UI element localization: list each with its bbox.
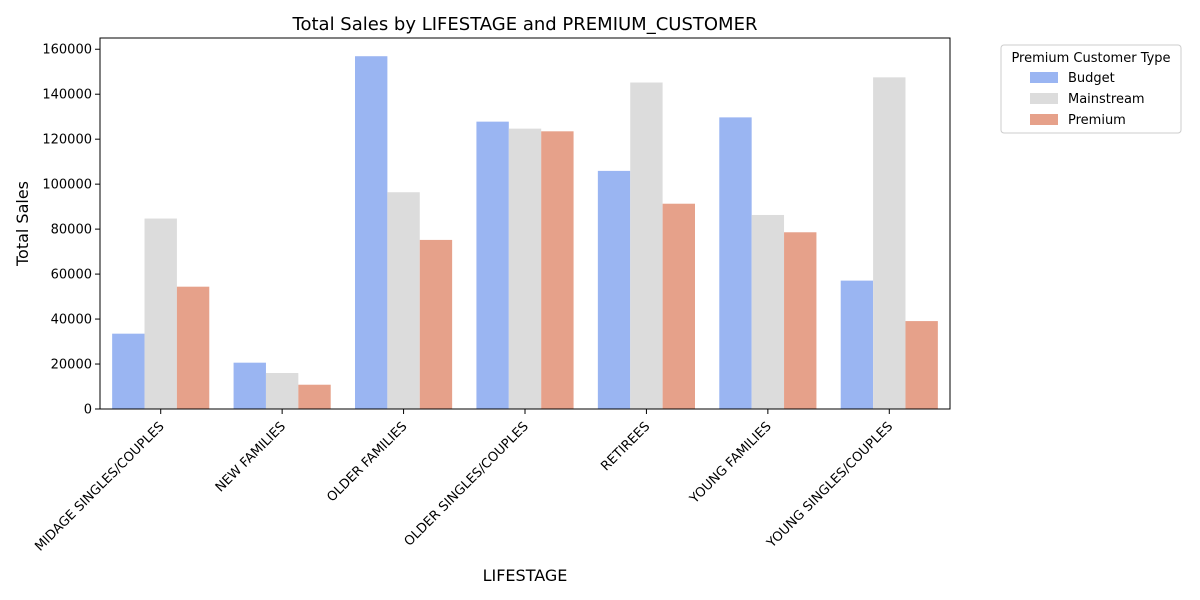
bar-mainstream-5 (751, 214, 785, 409)
x-tick-label: MIDAGE SINGLES/COUPLES (32, 419, 167, 554)
y-tick-label: 40000 (51, 313, 92, 328)
x-ticks-group: MIDAGE SINGLES/COUPLES NEW FAMILIES OLDER … (32, 409, 896, 554)
x-tick-label: OLDER SINGLES/COUPLES (402, 419, 532, 549)
bar-budget-3 (476, 121, 509, 409)
bar-budget-6 (840, 280, 874, 409)
bar-budget-5 (719, 117, 752, 409)
chart-title: Total Sales by LIFESTAGE and PREMIUM_CUS… (292, 14, 758, 35)
bar-premium-2 (419, 239, 453, 409)
bar-mainstream-6 (873, 77, 906, 410)
bar-premium-5 (784, 232, 817, 409)
x-axis-label: LIFESTAGE (483, 566, 568, 585)
bar-budget-4 (597, 170, 631, 409)
x-tick-label: NEW FAMILIES (213, 419, 289, 495)
y-tick-label: 60000 (51, 268, 92, 283)
bar-budget-0 (112, 333, 145, 409)
y-axis-label: Total Sales (13, 181, 32, 267)
y-tick-label: 100000 (42, 178, 92, 193)
x-tick-label: YOUNG FAMILIES (687, 419, 775, 507)
plot-frame (99, 37, 951, 410)
legend-swatch-budget (1030, 72, 1058, 83)
bar-budget-1 (233, 362, 266, 409)
bar-budget-2 (355, 56, 388, 409)
y-ticks-group: 0 20000 40000 60000 80000 100000 120000 140000 1… (42, 43, 100, 418)
legend-swatch-premium (1030, 114, 1058, 125)
legend-label-mainstream: Mainstream (1068, 92, 1145, 107)
bars-group (112, 56, 938, 410)
legend-frame (1000, 44, 1182, 134)
bar-mainstream-3 (508, 128, 542, 409)
y-tick-label: 0 (84, 403, 92, 418)
bar-premium-4 (662, 203, 695, 409)
bar-premium-6 (905, 321, 938, 409)
bar-mainstream-4 (630, 82, 663, 410)
legend-label-budget: Budget (1068, 71, 1115, 86)
x-tick-label: YOUNG SINGLES/COUPLES (764, 419, 896, 551)
bar-mainstream-0 (144, 218, 177, 409)
bar-premium-1 (298, 384, 331, 409)
y-tick-label: 160000 (42, 43, 92, 58)
bar-mainstream-1 (265, 373, 299, 409)
legend-label-premium: Premium (1068, 113, 1126, 128)
y-tick-label: 80000 (51, 223, 92, 238)
y-tick-label: 20000 (51, 358, 92, 373)
x-tick-label: OLDER FAMILIES (324, 419, 410, 505)
bar-premium-0 (176, 286, 210, 409)
legend-items: Budget Mainstream Premium (1030, 71, 1145, 128)
legend-title: Premium Customer Type (1011, 51, 1170, 66)
legend: Premium Customer Type Budget Mainstream Pr… (1000, 44, 1182, 134)
legend-swatch-mainstream (1030, 93, 1058, 104)
x-tick-label: RETIREES (598, 419, 653, 474)
y-tick-label: 140000 (42, 88, 92, 103)
y-tick-label: 120000 (42, 133, 92, 148)
bar-mainstream-2 (387, 192, 420, 409)
bar-premium-3 (541, 131, 574, 409)
